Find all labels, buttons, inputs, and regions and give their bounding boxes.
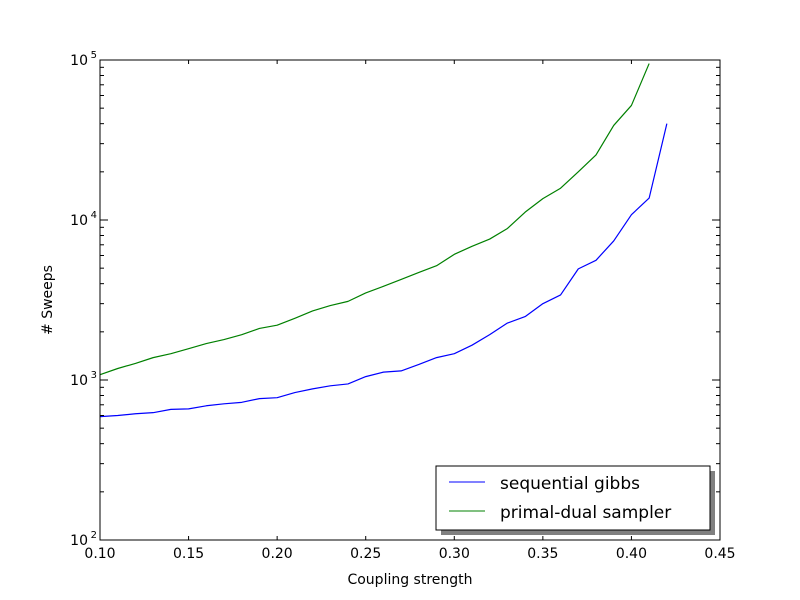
y-tick-label: 10 xyxy=(70,53,88,69)
y-tick-label: 10 xyxy=(70,533,88,549)
y-tick-base: 10 xyxy=(70,213,88,229)
y-axis-label: # Sweeps xyxy=(40,265,56,335)
y-tick-base: 10 xyxy=(70,53,88,69)
y-tick-label: 10 xyxy=(70,213,88,229)
y-tick-exponent: 5 xyxy=(91,50,97,61)
y-tick-base: 10 xyxy=(70,373,88,389)
x-tick-label: 0.25 xyxy=(350,546,381,562)
series-line-primal-dual-sampler xyxy=(99,63,650,376)
plot-area xyxy=(100,60,720,540)
x-tick-label: 0.15 xyxy=(173,546,204,562)
plot-frame xyxy=(99,59,721,541)
y-tick-exponent: 4 xyxy=(91,210,97,221)
series-line-sequential-gibbs xyxy=(99,123,668,418)
y-tick-label: 10 xyxy=(70,373,88,389)
x-tick-label: 0.10 xyxy=(84,546,115,562)
x-tick-label: 0.45 xyxy=(704,546,735,562)
y-tick-base: 10 xyxy=(70,533,88,549)
x-tick-label: 0.40 xyxy=(616,546,647,562)
legend-box xyxy=(435,465,711,531)
y-tick-exponent: 2 xyxy=(91,530,97,541)
y-tick-exponent: 3 xyxy=(91,370,97,381)
x-tick-label: 0.20 xyxy=(262,546,293,562)
legend-label-sequential-gibbs: sequential gibbs xyxy=(500,474,640,494)
series-layer xyxy=(99,63,668,418)
x-axis-label: Coupling strength xyxy=(347,572,472,588)
x-tick-label: 0.30 xyxy=(439,546,470,562)
x-tick-label: 0.35 xyxy=(527,546,558,562)
legend-label-primal-dual-sampler: primal-dual sampler xyxy=(500,503,671,523)
legend: sequential gibbs primal-dual sampler xyxy=(435,465,715,535)
